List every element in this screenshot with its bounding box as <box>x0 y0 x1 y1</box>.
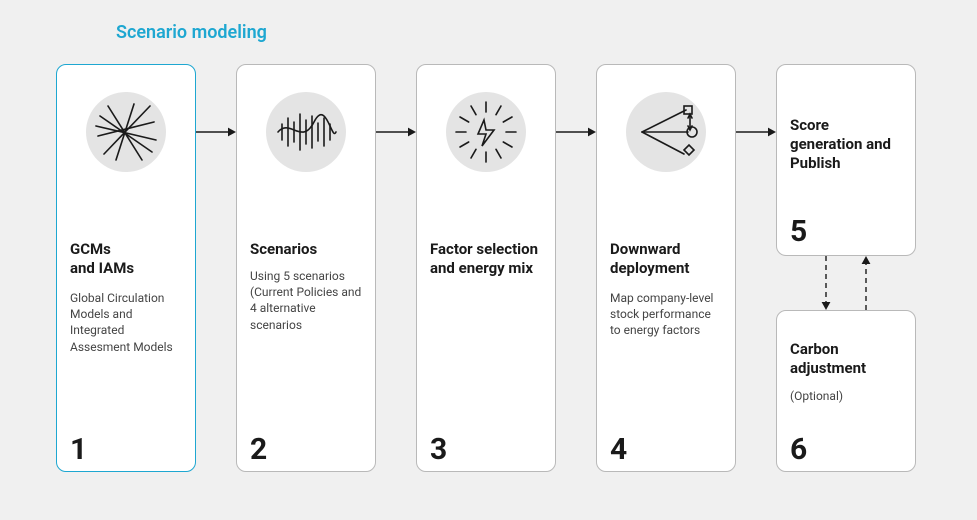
diagram-canvas: Scenario modeling GCMsand IAMs Global Circ… <box>0 0 977 520</box>
step-title-3: Factor selection and energy mix <box>430 240 542 278</box>
diagram-title: Scenario modeling <box>116 22 267 43</box>
step-number-5: 5 <box>790 214 807 249</box>
step-number-6: 6 <box>790 432 807 467</box>
step-number-4: 4 <box>610 432 627 467</box>
step-number-1: 1 <box>70 432 87 467</box>
waveform-icon <box>266 92 346 172</box>
step-desc-4: Map company-level stock performance to e… <box>610 290 722 339</box>
step-desc-6: (Optional) <box>790 388 902 404</box>
energy-burst-icon <box>446 92 526 172</box>
step-title-5: Score generation and Publish <box>790 116 902 172</box>
step-title-6: Carbon adjustment <box>790 340 902 378</box>
step-title-4: Downward deployment <box>610 240 722 278</box>
step-desc-1: Global Circulation Models and Integrated… <box>70 290 182 355</box>
diverge-icon <box>626 92 706 172</box>
step-number-3: 3 <box>430 432 447 467</box>
tangled-lines-icon <box>86 92 166 172</box>
step-desc-2: Using 5 scenarios (Current Policies and … <box>250 268 362 333</box>
step-title-2: Scenarios <box>250 240 362 259</box>
step-number-2: 2 <box>250 432 267 467</box>
step-title-1: GCMsand IAMs <box>70 240 182 278</box>
